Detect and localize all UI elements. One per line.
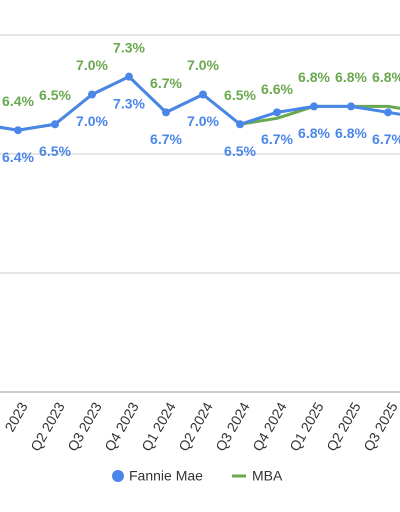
value-label: 7.0% — [187, 113, 219, 129]
value-label: 6.4% — [2, 149, 34, 165]
x-tick-label: Q2 2023 — [27, 399, 68, 454]
value-label: 6.4% — [2, 93, 34, 109]
legend-marker — [112, 470, 124, 482]
x-tick-label: Q2 2025 — [323, 399, 364, 454]
value-label: 7.0% — [187, 57, 219, 73]
value-label: 7.0% — [76, 57, 108, 73]
x-tick-label: Q1 2025 — [286, 399, 327, 454]
value-label: 6.8% — [298, 125, 330, 141]
point — [236, 120, 244, 129]
x-tick-label: Q3 2025 — [360, 399, 400, 454]
value-label: 6.8% — [335, 125, 367, 141]
legend-label: Fannie Mae — [129, 468, 203, 484]
x-tick-label: Q4 2024 — [249, 399, 290, 454]
point — [384, 108, 392, 117]
value-label: 6.5% — [224, 87, 256, 103]
x-tick-label: 2023 — [1, 399, 31, 434]
point — [51, 120, 59, 129]
value-label: 6.6% — [261, 81, 293, 97]
point — [162, 108, 170, 117]
value-label: 6.5% — [224, 143, 256, 159]
x-tick-label: Q1 2024 — [138, 399, 179, 454]
value-label: 6.8% — [335, 69, 367, 85]
point — [88, 90, 96, 99]
value-label: 6.7% — [150, 131, 182, 147]
value-label: 6.8% — [372, 69, 400, 85]
value-label: 6.8% — [298, 69, 330, 85]
point — [199, 90, 207, 99]
value-label: 6.7% — [261, 131, 293, 147]
legend-label: MBA — [252, 468, 283, 484]
x-tick-label: Q2 2024 — [175, 399, 216, 454]
x-tick-label: Q3 2024 — [212, 399, 253, 454]
point — [14, 126, 22, 135]
point — [273, 108, 281, 117]
value-label: 6.5% — [39, 87, 71, 103]
value-label: 6.5% — [39, 143, 71, 159]
x-tick-label: Q4 2023 — [101, 399, 142, 454]
point — [310, 102, 318, 111]
value-label: 7.3% — [113, 95, 145, 111]
value-label: 6.7% — [372, 131, 400, 147]
value-label: 6.7% — [150, 75, 182, 91]
point — [125, 72, 133, 81]
value-label: 7.0% — [76, 113, 108, 129]
value-label: 7.3% — [113, 39, 145, 55]
point — [347, 102, 355, 111]
x-tick-label: Q3 2023 — [64, 399, 105, 454]
